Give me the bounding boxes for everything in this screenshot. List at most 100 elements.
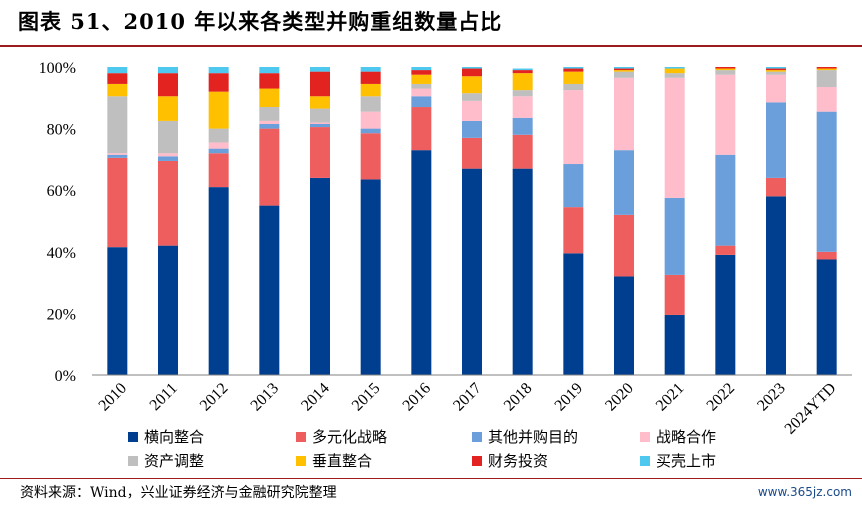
bar-segment [107,247,128,375]
bar-segment [664,67,685,69]
y-tick-label: 20% [47,306,76,323]
bar-segment [259,107,280,121]
bar-segment [563,164,584,208]
bar-segment [158,153,178,157]
x-tick-label: 2018 [501,380,536,415]
bar-segment [664,73,685,78]
bar-segment [816,259,837,375]
bar-segment [664,77,685,198]
legend-label: 资产调整 [144,452,204,470]
bar-segment [360,96,381,112]
bar-segment [816,87,837,112]
bar-segment [614,68,634,71]
bar-segment [816,111,837,252]
legend-swatch [472,432,482,442]
bar-segment [107,157,128,248]
bar-segment [462,93,482,101]
bar-segment [411,88,432,97]
bar-segment [512,96,533,118]
legend-label: 多元化战略 [312,428,387,446]
bar-segment [614,71,634,78]
bar-segment [462,67,482,69]
bar-segment [563,253,584,375]
bar-segment [614,77,634,151]
bar-segment [664,274,685,315]
bar-segment [107,96,128,154]
bar-segment [310,96,330,109]
bar-segment [107,73,128,84]
bar-segment [462,100,482,121]
title-divider [0,45,862,47]
bar-segment [563,90,584,165]
bar-segment [462,168,482,375]
bar-segment [563,207,584,254]
bar-segment [310,127,330,178]
source-note: 资料来源：Wind，兴业证券经济与金融研究院整理 [20,485,337,501]
x-tick-label: 2015 [349,380,384,415]
bar-segment [614,67,634,69]
bar-segment [614,70,634,72]
bar-segment [462,120,482,138]
x-tick-label: 2013 [248,380,283,415]
y-tick-label: 80% [47,122,76,139]
bar-segment [816,70,837,88]
bar-segment [411,70,432,75]
y-tick-label: 0% [55,368,76,385]
x-tick-label: 2022 [704,380,739,415]
bar-segment [614,276,634,375]
bar-segment [107,154,128,158]
bar-segment [512,90,533,97]
bar-segment [563,71,584,84]
stacked-bar-chart: 0% 20% 40% 60% 80% 100% 2010 2011 2012 2013 2014 20… [39,60,852,470]
bar-segment [816,251,837,260]
page-title: 图表 51、2010 年以来各类型并购重组数量占比 [18,9,503,34]
bar-segment [563,68,584,72]
bar-segment [816,68,837,71]
bar-segment [360,128,381,134]
bar-segment [310,122,330,124]
bar-segment [208,187,229,375]
bar-segment [411,107,432,151]
bar-segment [107,83,128,97]
x-tick-label: 2016 [400,380,435,415]
bar-segment [259,67,280,74]
legend-swatch [640,432,650,442]
bar-segment [411,96,432,108]
bar-segment [766,71,786,75]
bar-segment [259,123,280,129]
bar-segment [158,96,178,121]
bar-segment [766,196,786,375]
bar-segment [158,67,178,74]
legend-swatch [296,432,306,442]
bar-segment [816,67,837,69]
bar-segment [310,177,330,375]
y-tick-label: 60% [47,183,76,200]
bar-segment [563,67,584,69]
bar-segment [563,83,584,91]
bar-segment [310,123,330,128]
bar-segment [512,70,533,74]
bar-segment [208,148,229,154]
bar-segment [158,245,178,375]
bar-segment [512,168,533,375]
bar-segment [766,67,786,69]
bar-segment [766,74,786,103]
bar-segment [462,137,482,169]
bar-segment [462,76,482,94]
bar-segment [259,73,280,89]
bar-segment [208,153,229,188]
bar-segment [715,67,736,69]
bar-segment [208,73,229,92]
bar-segment [715,254,736,375]
x-tick-label: 2011 [147,380,181,414]
x-tick-label: 2017 [450,380,485,415]
bar-segment [158,160,178,246]
footer-divider [0,478,862,479]
bar-segment [360,71,381,84]
bar-segment [462,68,482,77]
bar-segment [766,70,786,72]
bar-segment [715,245,736,255]
legend-swatch [472,456,482,466]
bar-segment [259,88,280,108]
bar-segment [512,117,533,135]
